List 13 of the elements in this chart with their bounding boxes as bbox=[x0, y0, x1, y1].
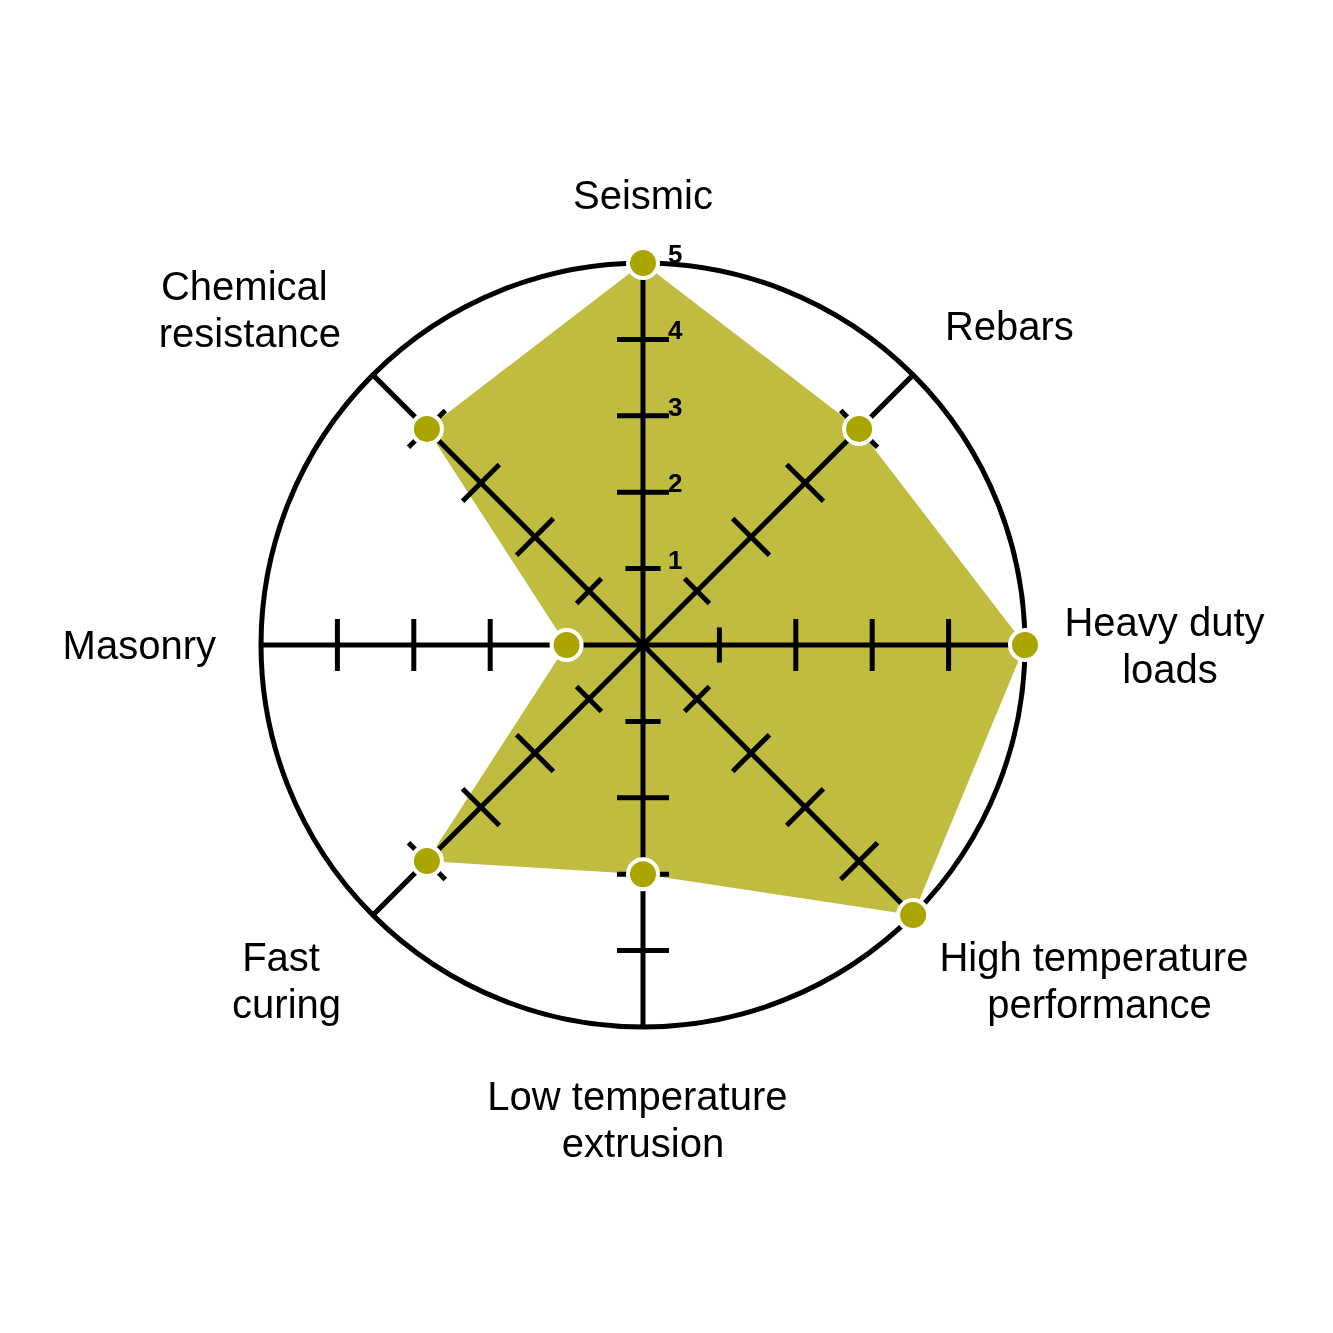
spoke-label: Seismic bbox=[572, 172, 714, 217]
spoke-label: High temperature performance bbox=[939, 934, 1260, 1026]
y-tick-label: 4 bbox=[668, 315, 683, 346]
spoke-label: Low temperature extrusion bbox=[487, 1073, 799, 1165]
spoke-label: Masonry bbox=[62, 623, 217, 667]
y-tick-label: 5 bbox=[668, 239, 683, 269]
spoke-label: Fast curing bbox=[232, 934, 342, 1026]
spoke-label: Chemical resistance bbox=[158, 264, 342, 356]
y-tick-label: 2 bbox=[668, 468, 683, 499]
spoke-label: Heavy duty loads bbox=[1064, 599, 1276, 691]
y-tick-label: 3 bbox=[668, 391, 683, 422]
y-tick-label: 1 bbox=[668, 544, 683, 575]
spoke-label: Rebars bbox=[944, 304, 1074, 349]
